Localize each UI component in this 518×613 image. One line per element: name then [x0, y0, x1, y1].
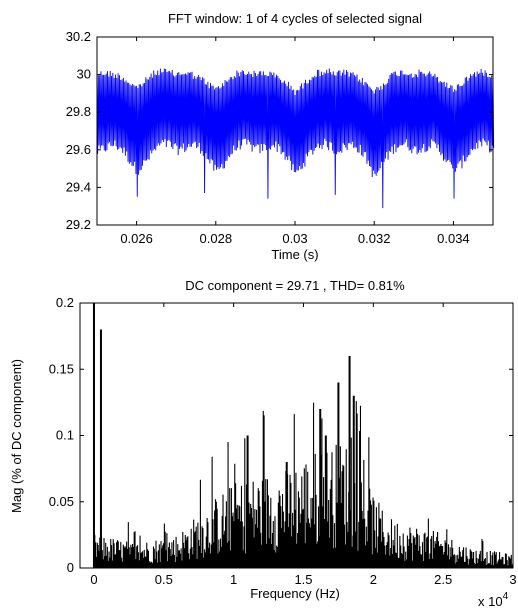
x-tick-label: 0.03 [282, 231, 307, 246]
y-tick-label: 29.2 [66, 217, 91, 232]
x-tick-label: 0.5 [155, 572, 173, 587]
spectrum-plot-xlabel: Frequency (Hz) [250, 586, 340, 601]
spectrum-plot: DC component = 29.71 , THD= 0.81% 0 0.5 1 1… [9, 278, 517, 609]
x-tick-label: 0.026 [120, 231, 153, 246]
x-tick-label: 0.034 [437, 231, 470, 246]
y-tick-label: 0.2 [56, 295, 74, 310]
spectrum-bars [92, 303, 514, 568]
time-plot-x-ticks: 0.026 0.028 0.03 0.032 0.034 [120, 37, 470, 246]
x-tick-label: 0 [90, 572, 97, 587]
spectrum-plot-ylabel: Mag (% of DC component) [9, 359, 24, 513]
spectrum-plot-x-ticks: 0 0.5 1 1.5 2 2.5 3 [90, 303, 517, 587]
x-tick-label: 1 [230, 572, 237, 587]
y-tick-label: 0.15 [49, 361, 74, 376]
y-tick-label: 30.2 [66, 29, 91, 44]
y-tick-label: 0 [67, 560, 74, 575]
x-tick-label: 3 [509, 572, 516, 587]
y-tick-label: 0.1 [56, 428, 74, 443]
signal-trace [96, 68, 495, 209]
x-tick-label: 1.5 [294, 572, 312, 587]
time-plot-y-ticks: 29.2 29.4 29.6 29.8 30 30.2 [66, 29, 493, 232]
time-plot-title: FFT window: 1 of 4 cycles of selected si… [168, 11, 422, 26]
x-multiplier-base: x 10 [478, 594, 503, 608]
time-plot: FFT window: 1 of 4 cycles of selected si… [66, 11, 495, 262]
x-tick-label: 2.5 [434, 572, 452, 587]
spectrum-dense-bars [93, 401, 514, 568]
y-tick-label: 29.8 [66, 104, 91, 119]
x-tick-label: 0.028 [200, 231, 233, 246]
time-plot-xlabel: Time (s) [271, 247, 318, 262]
y-tick-label: 29.6 [66, 142, 91, 157]
x-tick-label: 0.032 [358, 231, 391, 246]
spectrum-plot-title: DC component = 29.71 , THD= 0.81% [185, 278, 405, 293]
spectrum-plot-frame [79, 302, 514, 569]
spectrum-plot-y-ticks: 0 0.05 0.1 0.15 0.2 [49, 295, 513, 575]
y-tick-label: 29.4 [66, 179, 91, 194]
signal-line [96, 68, 495, 209]
x-multiplier-exponent: 4 [503, 591, 509, 602]
y-tick-label: 30 [77, 67, 91, 82]
x-tick-label: 2 [370, 572, 377, 587]
x-multiplier-label: x 104 [478, 591, 509, 608]
y-tick-label: 0.05 [49, 494, 74, 509]
